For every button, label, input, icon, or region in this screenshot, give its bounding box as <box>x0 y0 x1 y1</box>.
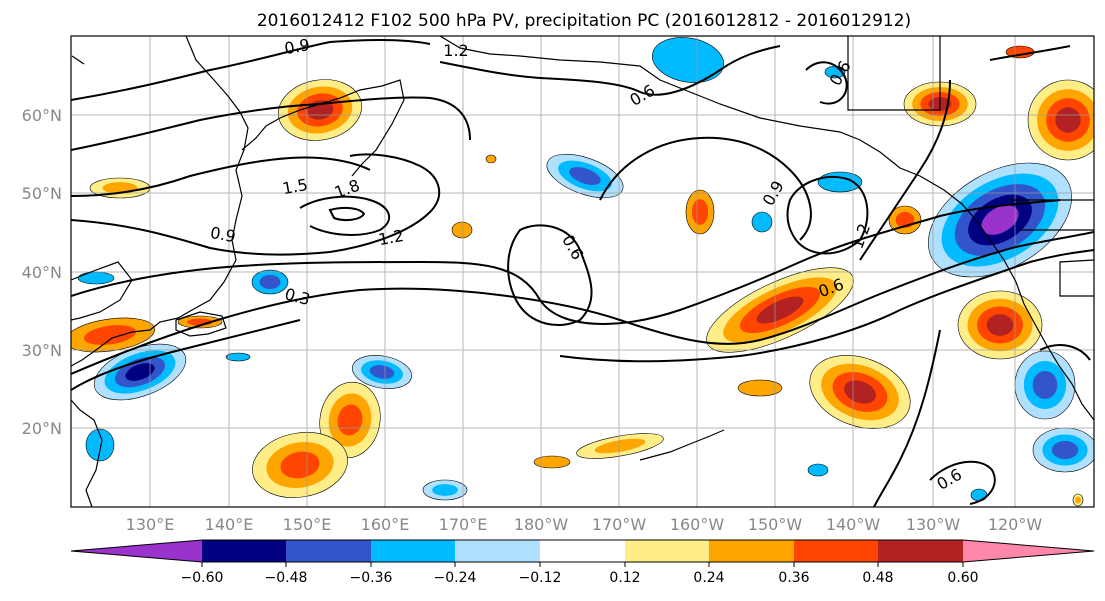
precip-fill-region <box>737 379 783 397</box>
precip-fill-region <box>259 275 281 289</box>
colorbar-segment <box>540 540 625 562</box>
precip-fill-region <box>85 428 115 462</box>
colorbar-extend-high <box>963 540 1094 562</box>
pv-contours <box>71 39 1094 507</box>
lon-label: 120°W <box>988 515 1043 534</box>
longitude-labels: 130°E 140°E 150°E 160°E 170°E 180°W 170°W 160°W… <box>126 515 1043 534</box>
colorbar-tick-label: −0.48 <box>265 570 308 586</box>
precip-fill-region <box>83 325 137 345</box>
precip-fill-region <box>1075 496 1081 504</box>
colorbar-extend-low <box>71 540 202 562</box>
precip-fill-region <box>986 314 1014 336</box>
colorbar-tick-label: 0.12 <box>609 570 640 586</box>
colorbar-segment <box>625 540 709 562</box>
lon-label: 160°W <box>670 515 725 534</box>
contour-label: 1.5 <box>281 175 309 198</box>
colorbar-tick-label: 0.48 <box>862 570 893 586</box>
figure-title: 2016012412 F102 500 hPa PV, precipitatio… <box>257 11 911 31</box>
precip-fill-region <box>1051 440 1079 460</box>
lat-label: 30°N <box>22 341 62 360</box>
precip-fill-region <box>533 455 571 469</box>
lon-label: 170°E <box>439 515 488 534</box>
map-panel: 0.9 1.20.60.61.5 1.80.9 1.20.3 0.60.91.20.60… <box>22 35 1095 534</box>
colorbar-tick-label: −0.12 <box>519 570 562 586</box>
coastlines <box>71 36 1094 507</box>
precip-fill-region <box>451 221 473 239</box>
precip-fill-region <box>981 205 1019 235</box>
precip-fill-region <box>691 199 709 225</box>
colorbar-segment <box>202 540 286 562</box>
precip-fill-region <box>569 167 601 185</box>
colorbar-segment <box>794 540 878 562</box>
contour-label: 1.2 <box>377 226 405 249</box>
colorbar-segment <box>455 540 540 562</box>
precip-fill-region <box>652 37 724 83</box>
colorbar-segment <box>371 540 455 562</box>
colorbar-tick-label: −0.24 <box>434 570 477 586</box>
precip-fill-region <box>485 154 497 164</box>
lon-label: 140°E <box>205 515 254 534</box>
colorbar-tick-label: 0.36 <box>778 570 809 586</box>
colorbar-segment <box>709 540 794 562</box>
precip-fill-region <box>756 296 804 324</box>
lat-label: 40°N <box>22 263 62 282</box>
colorbar-tick-label: 0.24 <box>693 570 724 586</box>
contour-label: 0.9 <box>209 223 237 246</box>
lat-label: 60°N <box>22 106 62 125</box>
precip-fill-region <box>1032 371 1058 399</box>
latitude-labels: 60°N 50°N 40°N 30°N 20°N <box>22 106 62 438</box>
precip-fill-region <box>77 271 115 285</box>
lon-label: 130°W <box>906 515 961 534</box>
colorbar-tick-label: 0.60 <box>947 570 978 586</box>
colorbar-tick-label: −0.60 <box>181 570 224 586</box>
colorbar: −0.60 −0.48 −0.36 −0.24 −0.12 0.12 0.24 0.36 0.4… <box>70 539 1095 586</box>
lat-label: 50°N <box>22 184 62 203</box>
precip-fill-region <box>125 363 155 381</box>
colorbar-segment <box>878 540 963 562</box>
precip-fill-region <box>369 365 395 379</box>
lon-label: 160°E <box>361 515 410 534</box>
precip-fill-region <box>751 211 773 233</box>
precip-fill-region <box>807 463 829 477</box>
precip-fill-region <box>1055 107 1081 133</box>
colorbar-tick-label: −0.36 <box>350 570 393 586</box>
contour-label: 1.2 <box>443 41 468 60</box>
colorbar-segment <box>286 540 371 562</box>
precip-fill-region <box>844 380 876 404</box>
lon-label: 140°W <box>826 515 881 534</box>
precip-fill-region <box>225 352 251 362</box>
lat-label: 20°N <box>22 419 62 438</box>
lon-label: 170°W <box>592 515 647 534</box>
precip-fill-region <box>432 484 458 496</box>
lon-label: 130°E <box>126 515 175 534</box>
precip-fill-region <box>280 451 320 479</box>
precip-fill-region <box>594 438 646 454</box>
lon-label: 150°E <box>283 515 332 534</box>
lon-label: 180°W <box>514 515 569 534</box>
precip-fill-region <box>817 171 863 193</box>
contour-label: 0.9 <box>283 35 311 58</box>
lon-label: 150°W <box>748 515 803 534</box>
